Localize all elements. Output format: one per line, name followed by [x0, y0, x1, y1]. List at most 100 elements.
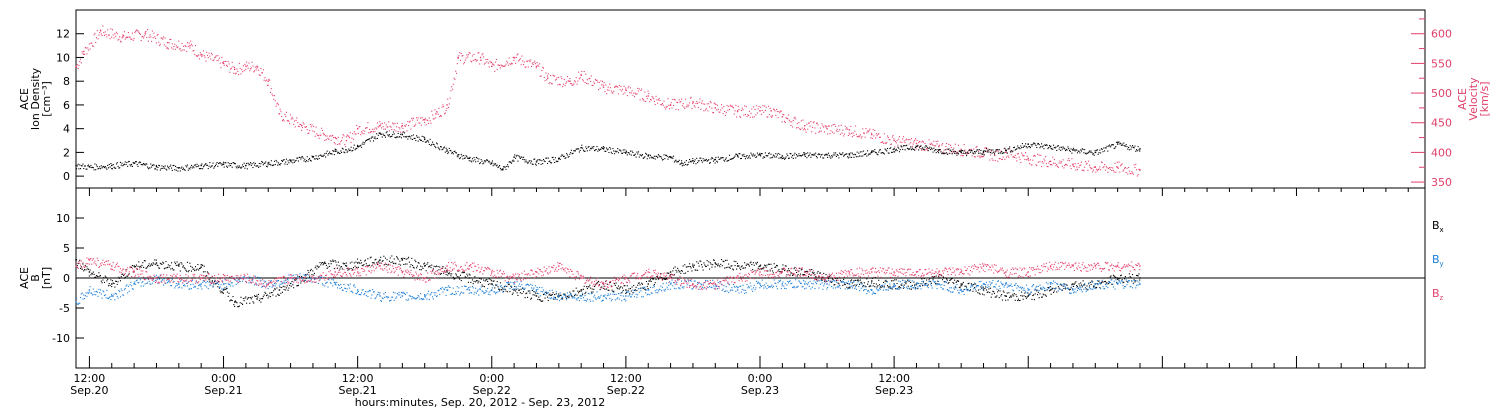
bx-point: [286, 287, 287, 288]
density-point: [431, 144, 432, 145]
by-point: [571, 294, 572, 295]
velocity-point: [171, 47, 172, 48]
density-point: [427, 140, 428, 141]
bx-point: [679, 271, 680, 272]
velocity-point: [451, 86, 452, 87]
density-point: [636, 157, 637, 158]
density-point: [339, 153, 340, 154]
by-point: [628, 296, 629, 297]
velocity-point: [170, 39, 171, 40]
by-point: [79, 303, 80, 304]
velocity-point: [989, 160, 990, 161]
density-point: [293, 159, 294, 160]
by-point: [495, 293, 496, 294]
density-point: [635, 154, 636, 155]
density-point: [334, 154, 335, 155]
bx-point: [699, 266, 700, 267]
velocity-point: [303, 122, 304, 123]
bx-point: [1001, 294, 1002, 295]
velocity-point: [330, 135, 331, 136]
velocity-point: [1061, 161, 1062, 162]
velocity-point: [793, 120, 794, 121]
velocity-point: [1036, 165, 1037, 166]
velocity-point: [86, 53, 87, 54]
bx-point: [680, 273, 681, 274]
bx-point: [650, 279, 651, 280]
density-point: [817, 157, 818, 158]
by-point: [248, 278, 249, 279]
bx-point: [337, 268, 338, 269]
by-point: [426, 298, 427, 299]
density-point: [628, 152, 629, 153]
velocity-point: [755, 114, 756, 115]
bx-point: [540, 299, 541, 300]
density-point: [762, 153, 763, 154]
velocity-point: [286, 112, 287, 113]
velocity-point: [224, 65, 225, 66]
velocity-point: [841, 125, 842, 126]
velocity-point: [770, 116, 771, 117]
by-point: [530, 284, 531, 285]
density-point: [499, 165, 500, 166]
by-point: [114, 294, 115, 295]
bx-point: [232, 300, 233, 301]
density-point: [1138, 146, 1139, 147]
density-point: [1077, 152, 1078, 153]
velocity-point: [458, 55, 459, 56]
velocity-point: [282, 120, 283, 121]
bx-point: [200, 268, 201, 269]
bx-point: [719, 266, 720, 267]
velocity-point: [774, 109, 775, 110]
velocity-point: [787, 118, 788, 119]
by-point: [84, 298, 85, 299]
density-point: [794, 153, 795, 154]
density-point: [149, 167, 150, 168]
velocity-point: [912, 146, 913, 147]
density-point: [254, 165, 255, 166]
bx-point: [777, 265, 778, 266]
density-point: [897, 150, 898, 151]
density-point: [859, 155, 860, 156]
velocity-point: [545, 72, 546, 73]
by-point: [438, 290, 439, 291]
bx-point: [455, 273, 456, 274]
velocity-point: [78, 68, 79, 69]
velocity-point: [1097, 170, 1098, 171]
density-point: [1023, 147, 1024, 148]
density-point: [689, 159, 690, 160]
bx-point: [672, 270, 673, 271]
by-point: [130, 282, 131, 283]
bx-point: [195, 266, 196, 267]
bx-point: [623, 290, 624, 291]
by-point: [164, 278, 165, 279]
by-point: [455, 291, 456, 292]
density-point: [278, 162, 279, 163]
bx-point: [301, 276, 302, 277]
velocity-point: [83, 51, 84, 52]
density-point: [806, 157, 807, 158]
velocity-point: [294, 121, 295, 122]
by-point: [322, 283, 323, 284]
density-point: [641, 155, 642, 156]
bx-point: [821, 279, 822, 280]
density-point: [356, 148, 357, 149]
density-point: [928, 148, 929, 149]
density-point: [163, 166, 164, 167]
density-point: [407, 139, 408, 140]
density-point: [890, 147, 891, 148]
bx-point: [1000, 290, 1001, 291]
density-point: [757, 153, 758, 154]
velocity-point: [1137, 175, 1138, 176]
velocity-point: [382, 123, 383, 124]
density-point: [795, 157, 796, 158]
density-point: [885, 148, 886, 149]
density-point: [106, 167, 107, 168]
velocity-point: [681, 99, 682, 100]
velocity-point: [210, 59, 211, 60]
density-point: [841, 154, 842, 155]
by-point: [276, 283, 277, 284]
bx-point: [620, 286, 621, 287]
by-point: [162, 279, 163, 280]
density-point: [203, 166, 204, 167]
velocity-point: [394, 129, 395, 130]
